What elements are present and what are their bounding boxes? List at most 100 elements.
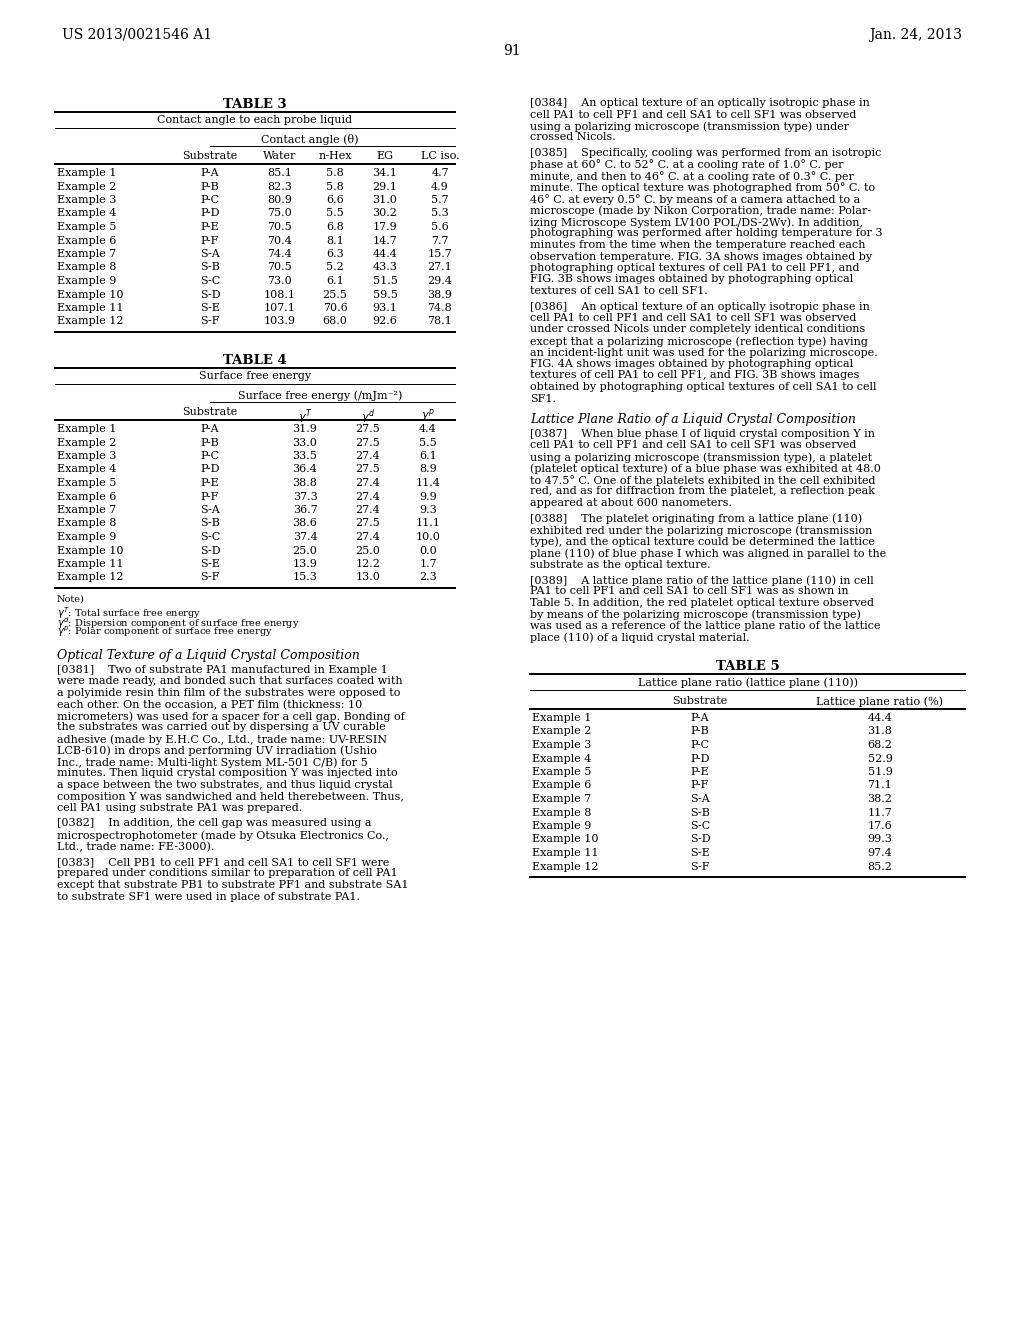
Text: Lattice plane ratio (%): Lattice plane ratio (%): [816, 696, 943, 706]
Text: except that a polarizing microscope (reflection type) having: except that a polarizing microscope (ref…: [530, 337, 868, 347]
Text: S-B: S-B: [690, 808, 710, 817]
Text: 92.6: 92.6: [373, 317, 397, 326]
Text: 70.4: 70.4: [267, 235, 293, 246]
Text: 44.4: 44.4: [867, 713, 893, 723]
Text: 38.9: 38.9: [428, 289, 453, 300]
Text: P-E: P-E: [201, 478, 219, 488]
Text: Example 3: Example 3: [532, 741, 592, 750]
Text: Example 3: Example 3: [57, 195, 117, 205]
Text: 75.0: 75.0: [267, 209, 293, 219]
Text: 11.1: 11.1: [416, 519, 440, 528]
Text: Example 1: Example 1: [57, 168, 117, 178]
Text: 27.4: 27.4: [355, 451, 380, 461]
Text: S-F: S-F: [201, 573, 220, 582]
Text: Example 8: Example 8: [57, 263, 117, 272]
Text: S-D: S-D: [200, 545, 220, 556]
Text: n-Hex: n-Hex: [318, 150, 352, 161]
Text: 46° C. at every 0.5° C. by means of a camera attached to a: 46° C. at every 0.5° C. by means of a ca…: [530, 194, 860, 205]
Text: P-D: P-D: [690, 754, 710, 763]
Text: [0381]    Two of substrate PA1 manufactured in Example 1: [0381] Two of substrate PA1 manufactured…: [57, 665, 388, 675]
Text: 8.9: 8.9: [419, 465, 437, 474]
Text: using a polarizing microscope (transmission type) under: using a polarizing microscope (transmiss…: [530, 121, 849, 132]
Text: Water: Water: [263, 150, 297, 161]
Text: 38.6: 38.6: [293, 519, 317, 528]
Text: 27.5: 27.5: [355, 437, 380, 447]
Text: $\gamma^p$: $\gamma^p$: [421, 407, 435, 422]
Text: P-C: P-C: [201, 451, 219, 461]
Text: plane (110) of blue phase I which was aligned in parallel to the: plane (110) of blue phase I which was al…: [530, 548, 886, 558]
Text: 99.3: 99.3: [867, 834, 893, 845]
Text: 5.3: 5.3: [431, 209, 449, 219]
Text: 25.0: 25.0: [355, 545, 381, 556]
Text: Example 11: Example 11: [57, 558, 124, 569]
Text: P-F: P-F: [691, 780, 710, 791]
Text: 27.5: 27.5: [355, 465, 380, 474]
Text: a space between the two substrates, and thus liquid crystal: a space between the two substrates, and …: [57, 780, 392, 789]
Text: P-B: P-B: [201, 437, 219, 447]
Text: S-C: S-C: [200, 532, 220, 543]
Text: 51.5: 51.5: [373, 276, 397, 286]
Text: 44.4: 44.4: [373, 249, 397, 259]
Text: TABLE 3: TABLE 3: [223, 98, 287, 111]
Text: P-F: P-F: [201, 235, 219, 246]
Text: composition Y was sandwiched and held therebetween. Thus,: composition Y was sandwiched and held th…: [57, 792, 403, 801]
Text: minutes from the time when the temperature reached each: minutes from the time when the temperatu…: [530, 240, 865, 249]
Text: $\gamma^d$: Dispersion component of surface free energy: $\gamma^d$: Dispersion component of surf…: [57, 615, 300, 631]
Text: Example 11: Example 11: [532, 847, 598, 858]
Text: US 2013/0021546 A1: US 2013/0021546 A1: [62, 28, 212, 42]
Text: S-D: S-D: [200, 289, 220, 300]
Text: 13.9: 13.9: [293, 558, 317, 569]
Text: Example 12: Example 12: [57, 573, 124, 582]
Text: 70.5: 70.5: [267, 263, 293, 272]
Text: an incident-light unit was used for the polarizing microscope.: an incident-light unit was used for the …: [530, 347, 878, 358]
Text: Example 9: Example 9: [57, 276, 117, 286]
Text: [0382]    In addition, the cell gap was measured using a: [0382] In addition, the cell gap was mea…: [57, 818, 372, 829]
Text: S-A: S-A: [200, 506, 220, 515]
Text: $\gamma^d$: $\gamma^d$: [361, 407, 375, 425]
Text: P-B: P-B: [201, 181, 219, 191]
Text: 31.0: 31.0: [373, 195, 397, 205]
Text: P-A: P-A: [201, 424, 219, 434]
Text: minutes. Then liquid crystal composition Y was injected into: minutes. Then liquid crystal composition…: [57, 768, 397, 779]
Text: S-D: S-D: [690, 834, 711, 845]
Text: micrometers) was used for a spacer for a cell gap. Bonding of: micrometers) was used for a spacer for a…: [57, 711, 404, 722]
Text: TABLE 4: TABLE 4: [223, 354, 287, 367]
Text: 36.4: 36.4: [293, 465, 317, 474]
Text: P-A: P-A: [201, 168, 219, 178]
Text: Example 6: Example 6: [532, 780, 592, 791]
Text: Example 7: Example 7: [57, 506, 117, 515]
Text: 27.4: 27.4: [355, 506, 380, 515]
Text: 85.2: 85.2: [867, 862, 893, 871]
Text: FIG. 4A shows images obtained by photographing optical: FIG. 4A shows images obtained by photogr…: [530, 359, 853, 370]
Text: Contact angle to each probe liquid: Contact angle to each probe liquid: [158, 115, 352, 125]
Text: observation temperature. FIG. 3A shows images obtained by: observation temperature. FIG. 3A shows i…: [530, 252, 872, 261]
Text: 5.7: 5.7: [431, 195, 449, 205]
Text: Optical Texture of a Liquid Crystal Composition: Optical Texture of a Liquid Crystal Comp…: [57, 649, 359, 663]
Text: Example 6: Example 6: [57, 235, 117, 246]
Text: cell PA1 using substrate PA1 was prepared.: cell PA1 using substrate PA1 was prepare…: [57, 803, 302, 813]
Text: 8.1: 8.1: [326, 235, 344, 246]
Text: Example 10: Example 10: [57, 545, 124, 556]
Text: Example 6: Example 6: [57, 491, 117, 502]
Text: photographing was performed after holding temperature for 3: photographing was performed after holdin…: [530, 228, 883, 239]
Text: EG: EG: [377, 150, 393, 161]
Text: 11.4: 11.4: [416, 478, 440, 488]
Text: Note): Note): [57, 595, 85, 605]
Text: cell PA1 to cell PF1 and cell SA1 to cell SF1 was observed: cell PA1 to cell PF1 and cell SA1 to cel…: [530, 110, 856, 120]
Text: 37.4: 37.4: [293, 532, 317, 543]
Text: Example 9: Example 9: [532, 821, 592, 832]
Text: Example 4: Example 4: [532, 754, 592, 763]
Text: 78.1: 78.1: [428, 317, 453, 326]
Text: Example 7: Example 7: [57, 249, 117, 259]
Text: 5.8: 5.8: [326, 181, 344, 191]
Text: cell PA1 to cell PF1 and cell SA1 to cell SF1 was observed: cell PA1 to cell PF1 and cell SA1 to cel…: [530, 313, 856, 323]
Text: Ltd., trade name: FE-3000).: Ltd., trade name: FE-3000).: [57, 842, 214, 851]
Text: [0388]    The platelet originating from a lattice plane (110): [0388] The platelet originating from a l…: [530, 513, 862, 524]
Text: 29.1: 29.1: [373, 181, 397, 191]
Text: 31.8: 31.8: [867, 726, 893, 737]
Text: 33.5: 33.5: [293, 451, 317, 461]
Text: $\gamma^T$: $\gamma^T$: [298, 407, 312, 425]
Text: obtained by photographing optical textures of cell SA1 to cell: obtained by photographing optical textur…: [530, 381, 877, 392]
Text: 4.7: 4.7: [431, 168, 449, 178]
Text: 80.9: 80.9: [267, 195, 293, 205]
